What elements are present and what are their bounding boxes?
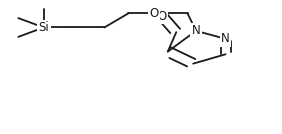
Text: O: O (149, 7, 158, 20)
Text: N: N (221, 32, 230, 45)
Text: Si: Si (38, 21, 49, 34)
Text: O: O (158, 10, 167, 23)
Text: N: N (191, 24, 201, 37)
